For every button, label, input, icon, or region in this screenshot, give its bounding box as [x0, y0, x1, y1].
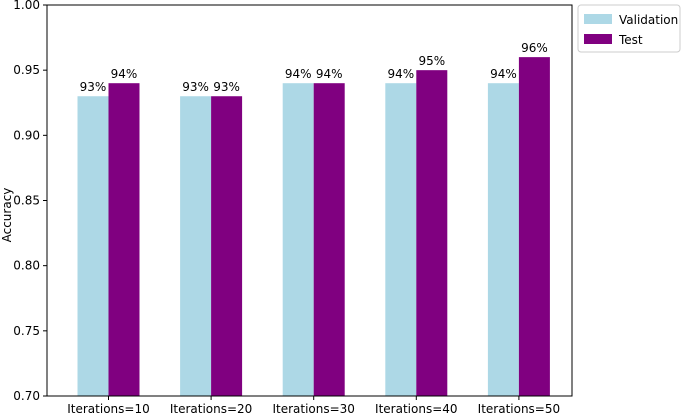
y-axis: 0.70 0.75 0.80 0.85 0.90 0.95 1.00 — [13, 0, 47, 403]
legend-label-test: Test — [618, 33, 643, 47]
bar-test-5 — [518, 57, 550, 397]
legend-label-validation: Validation — [619, 13, 678, 27]
data-label-test-5: 96% — [521, 41, 548, 55]
y-axis-label: Accuracy — [0, 188, 14, 243]
y-tick-label: 0.75 — [13, 324, 40, 338]
x-tick-label: Iterations=30 — [272, 402, 354, 415]
bar-test-3 — [313, 83, 345, 396]
bar-test-1 — [108, 83, 140, 396]
data-label-validation-2: 93% — [182, 80, 209, 94]
y-tick-label: 0.95 — [13, 63, 40, 77]
bar-test-4 — [416, 70, 448, 397]
bars-group — [77, 57, 550, 397]
x-tick-label: Iterations=10 — [67, 402, 149, 415]
data-label-validation-3: 94% — [285, 67, 312, 81]
x-tick-label: Iterations=50 — [478, 402, 560, 415]
y-tick-label: 1.00 — [13, 0, 40, 12]
legend-swatch-test — [584, 34, 612, 44]
bar-validation-4 — [385, 83, 417, 396]
data-label-validation-1: 93% — [80, 80, 107, 94]
data-label-test-1: 94% — [111, 67, 138, 81]
bar-test-2 — [211, 96, 243, 396]
data-label-validation-4: 94% — [387, 67, 414, 81]
legend: Validation Test — [577, 4, 681, 53]
data-label-test-2: 93% — [213, 80, 240, 94]
data-labels-group: 93% 94% 93% 93% 94% 94% 94% 95% 94% 96% — [80, 41, 548, 94]
x-tick-label: Iterations=20 — [170, 402, 252, 415]
y-tick-label: 0.70 — [13, 389, 40, 403]
legend-swatch-validation — [584, 14, 612, 24]
y-tick-label: 0.85 — [13, 194, 40, 208]
data-label-test-4: 95% — [418, 54, 445, 68]
data-label-test-3: 94% — [316, 67, 343, 81]
bar-validation-5 — [487, 83, 519, 396]
bar-validation-1 — [77, 96, 109, 396]
x-tick-label: Iterations=40 — [375, 402, 457, 415]
bar-validation-3 — [282, 83, 314, 396]
data-label-validation-5: 94% — [490, 67, 517, 81]
x-axis: Iterations=10 Iterations=20 Iterations=30 I… — [67, 396, 560, 415]
bar-validation-2 — [180, 96, 212, 396]
plot-frame — [46, 4, 573, 397]
y-tick-label: 0.80 — [13, 259, 40, 273]
y-tick-label: 0.90 — [13, 128, 40, 142]
